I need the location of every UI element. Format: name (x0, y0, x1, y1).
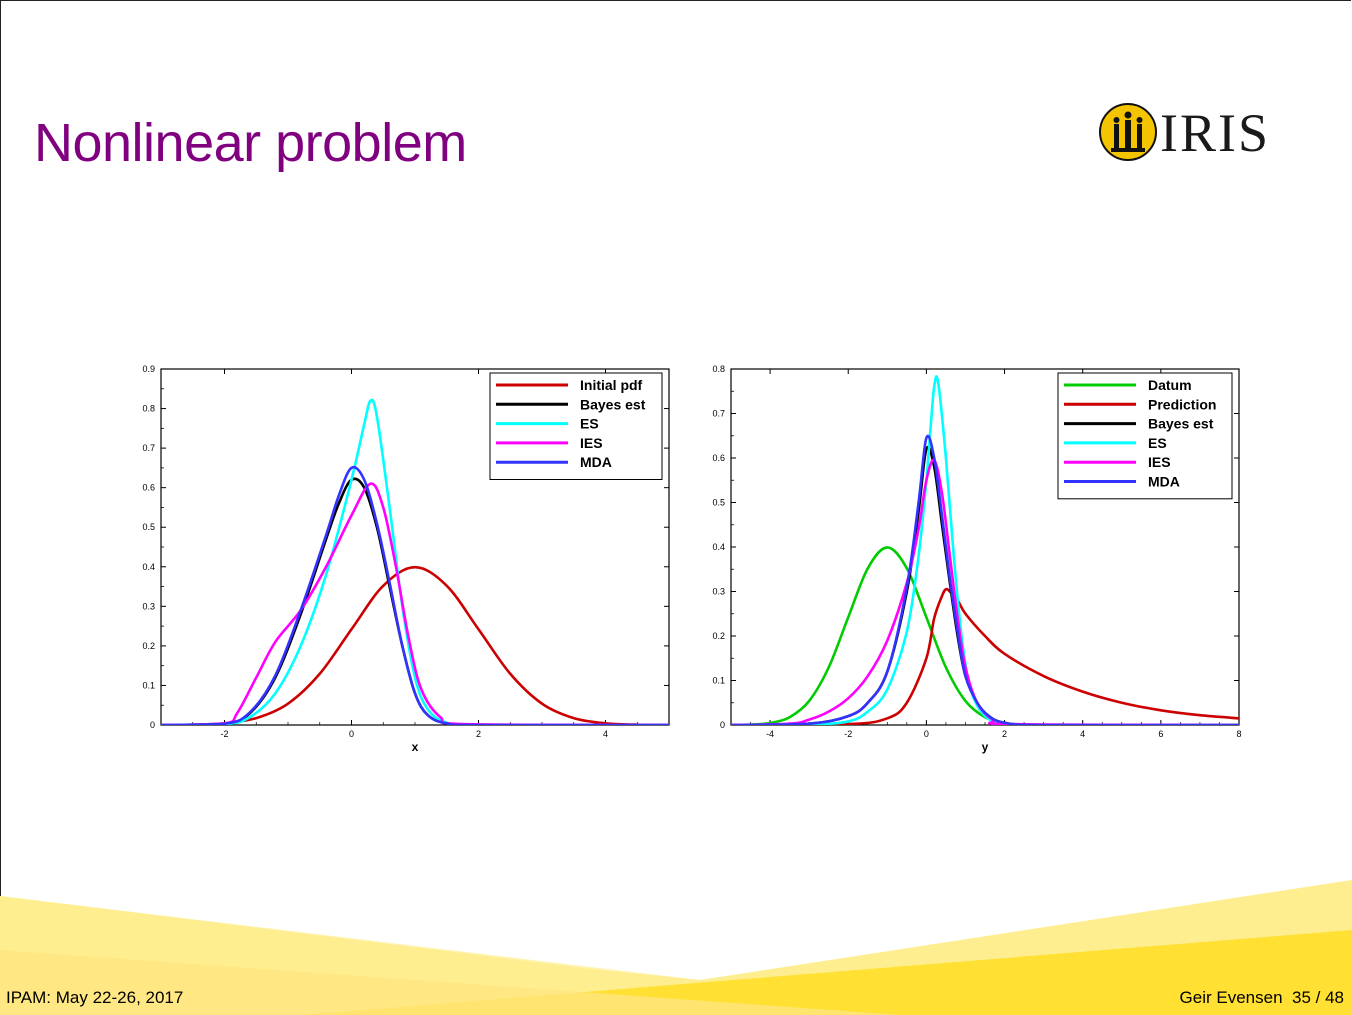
chart2-y-tick-label: 0.2 (712, 631, 725, 641)
chart2-x-tick-label: 0 (924, 729, 929, 739)
chart2-x-tick-label: 2 (1002, 729, 1007, 739)
chart1-y-tick-label: 0.5 (142, 522, 155, 532)
chart-x-pdf: 0 0.1 0.2 0.3 0.4 0.5 0.6 0.7 0.8 0.9 -2 0 2 4 x Initia… (142, 364, 670, 754)
chart2-series-line-es (731, 375, 1239, 725)
chart1-y-tick-label: 0.2 (142, 641, 155, 651)
chart1-y-tick-label: 0.7 (142, 443, 155, 453)
chart2-legend-label: IES (1148, 454, 1171, 470)
footer-author-page: Geir Evensen 35 / 48 (1180, 988, 1344, 1008)
chart2-legend-label: Prediction (1148, 396, 1216, 412)
chart2-legend-label: MDA (1148, 474, 1180, 490)
chart1-legend-label: Initial pdf (580, 377, 643, 393)
footer-author: Geir Evensen (1179, 988, 1283, 1007)
chart1-y-tick-label: 0.6 (142, 483, 155, 493)
chart2-y-tick-label: 0.6 (712, 453, 725, 463)
chart2-y-tick-label: 0.1 (712, 676, 725, 686)
chart2-x-tick-label: -2 (844, 729, 852, 739)
chart2-x-tick-label: 4 (1080, 729, 1085, 739)
chart1-series-line-ies (161, 482, 669, 725)
footer-band (0, 880, 1352, 1015)
chart2-x-tick-label: -4 (766, 729, 774, 739)
chart1-y-tick-label: 0.8 (142, 404, 155, 414)
chart2-y-tick-label: 0.3 (712, 587, 725, 597)
chart2-legend-label: Bayes est (1148, 416, 1214, 432)
chart1-legend-label: MDA (580, 454, 612, 470)
chart2-y-tick-label: 0.4 (712, 542, 725, 552)
chart2-legend (1057, 372, 1233, 500)
chart1-y-tick-label: 0.3 (142, 601, 155, 611)
chart1-y-tick-label: 0.4 (142, 562, 155, 572)
chart2-x-tick-label: 6 (1158, 729, 1163, 739)
chart1-y-tick-label: 0.9 (142, 364, 155, 374)
chart1-series-line-initial-pdf (161, 565, 669, 725)
chart1-x-axis-label: x (412, 740, 419, 754)
chart1-x-tick-label: -2 (220, 729, 228, 739)
iris-emblem-icon (1099, 103, 1157, 161)
chart1-legend-label: ES (580, 416, 599, 432)
chart2-legend-label: ES (1148, 435, 1167, 451)
chart1-y-tick-label: 0.1 (142, 680, 155, 690)
footer-page-number: 35 / 48 (1292, 988, 1344, 1007)
chart1-x-tick-label: 2 (476, 729, 481, 739)
chart1-y-tick-label: 0 (150, 720, 155, 730)
chart1-x-tick-label: 4 (603, 729, 608, 739)
chart1-series-line-mda (161, 465, 669, 725)
chart2-x-axis-label: y (982, 740, 989, 754)
chart2-y-tick-label: 0.7 (712, 409, 725, 419)
chart2-x-tick-label: 8 (1236, 729, 1241, 739)
chart2-series-line-mda (731, 434, 1239, 725)
chart1-legend-label: IES (580, 435, 603, 451)
chart1-x-tick-label: 0 (349, 729, 354, 739)
chart2-y-tick-label: 0 (720, 720, 725, 730)
chart2-y-tick-label: 0.8 (712, 364, 725, 374)
chart1-legend-label: Bayes est (580, 396, 646, 412)
slide-title: Nonlinear problem (34, 113, 467, 173)
chart2-legend-label: Datum (1148, 377, 1192, 393)
footer-event: IPAM: May 22-26, 2017 (6, 988, 184, 1007)
iris-logo: IRIS (1098, 100, 1288, 164)
logo-text: IRIS (1160, 103, 1271, 163)
chart2-y-tick-label: 0.5 (712, 498, 725, 508)
chart-y-pdf: 0 0.1 0.2 0.3 0.4 0.5 0.6 0.7 0.8 -4 -2 0 2 4 6 8 y Datum… (712, 364, 1241, 754)
